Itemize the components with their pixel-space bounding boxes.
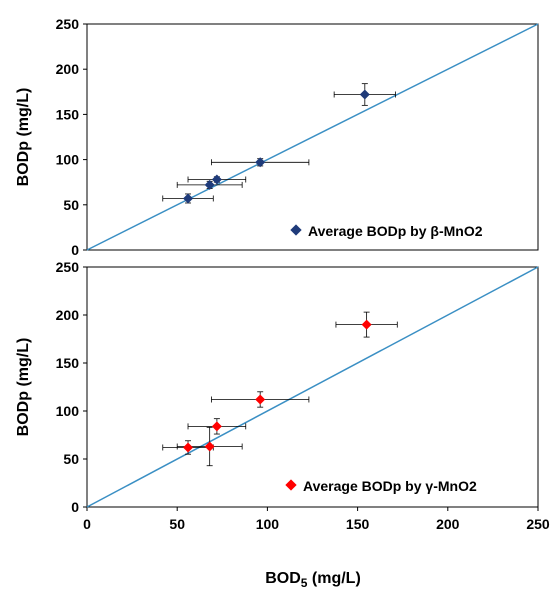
legend-marker [285, 479, 297, 491]
y-tick-label: 200 [56, 61, 80, 77]
y-axis-title: BODp (mg/L) [15, 88, 32, 187]
x-tick-label: 250 [526, 516, 550, 532]
data-point-diamond [211, 421, 222, 432]
data-point-diamond [204, 179, 215, 190]
legend: Average BODp by β-MnO2 [290, 223, 483, 239]
chart-top-panel: 0 50 100 150 200 250 Average BODp by β-MnO2 B… [15, 16, 539, 258]
legend: Average BODp by γ-MnO2 [285, 478, 477, 494]
one-to-one-line [86, 266, 539, 508]
x-tick-label: 0 [83, 516, 91, 532]
data-point-diamond [211, 174, 222, 185]
plot-frame [86, 266, 539, 508]
marker-group [183, 89, 370, 204]
data-point-diamond [255, 157, 266, 168]
y-tick-group: 0 50 100 150 200 250 [56, 16, 87, 258]
y-tick-label: 100 [56, 403, 80, 419]
y-tick-label: 200 [56, 307, 80, 323]
y-tick-label: 50 [63, 197, 79, 213]
x-axis-title-main: BOD [265, 570, 301, 587]
y-tick-label: 100 [56, 152, 80, 168]
plot-frame [86, 23, 539, 251]
data-point-diamond [359, 89, 370, 100]
data-point-diamond [204, 441, 215, 452]
y-tick-label: 0 [71, 242, 79, 258]
x-axis-title-subscript: 5 [301, 576, 308, 590]
legend-marker [290, 224, 302, 236]
data-point-diamond [183, 193, 194, 204]
y-tick-label: 50 [63, 451, 79, 467]
legend-label: Average BODp by γ-MnO2 [303, 478, 477, 494]
tick-group: 0 50 100 150 200 250 0 50 100 150 200 250 [56, 259, 550, 532]
data-point-diamond [361, 319, 372, 330]
y-axis-title: BODp (mg/L) [15, 338, 32, 437]
x-axis-title-unit: (mg/L) [307, 570, 360, 587]
legend-label: Average BODp by β-MnO2 [308, 223, 483, 239]
y-tick-label: 250 [56, 16, 80, 32]
x-axis-title: BOD5 (mg/L) [265, 570, 361, 590]
data-point-diamond [183, 442, 194, 453]
chart-bottom-panel: 0 50 100 150 200 250 0 50 100 150 200 250 Average B… [15, 259, 550, 590]
y-tick-label: 150 [56, 355, 80, 371]
x-tick-label: 100 [256, 516, 280, 532]
marker-group [183, 319, 372, 453]
x-tick-label: 200 [436, 516, 460, 532]
one-to-one-line [86, 23, 539, 251]
y-tick-label: 0 [71, 499, 79, 515]
y-tick-label: 250 [56, 259, 80, 275]
y-tick-label: 150 [56, 106, 80, 122]
x-tick-label: 150 [346, 516, 370, 532]
x-tick-label: 50 [169, 516, 185, 532]
data-point-diamond [255, 394, 266, 405]
